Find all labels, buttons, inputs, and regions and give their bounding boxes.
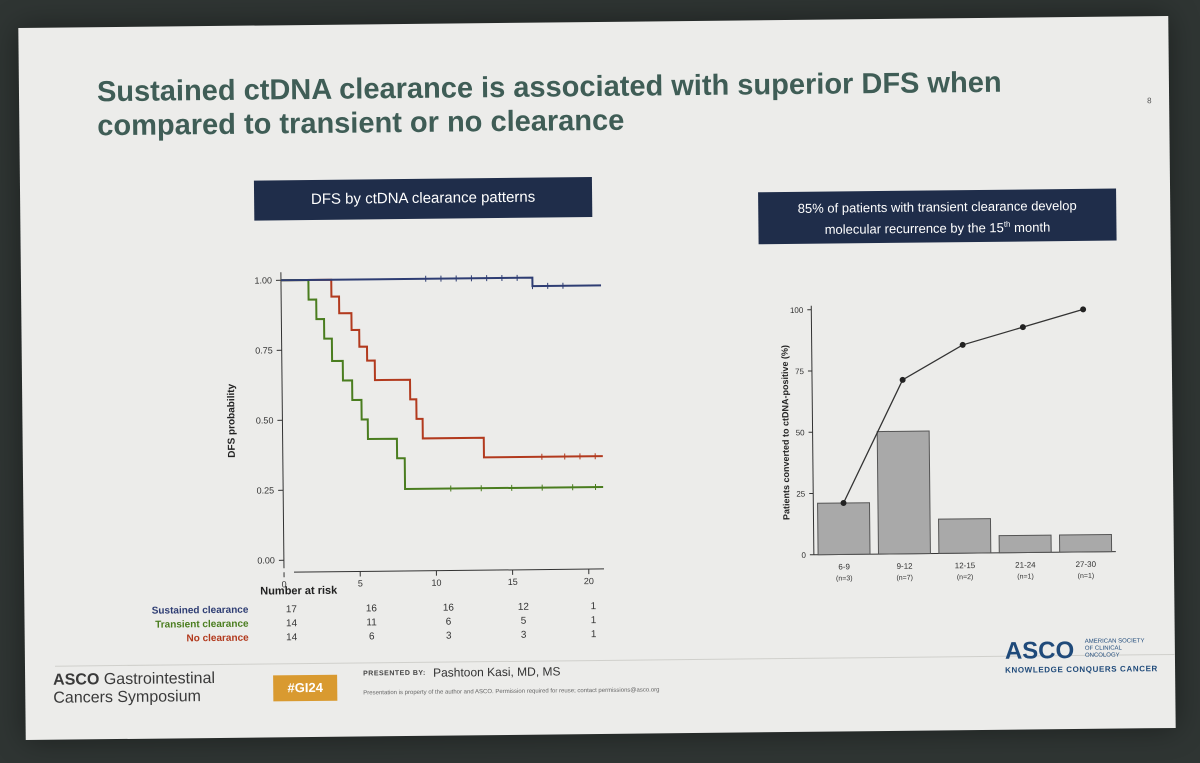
km-chart-banner: DFS by ctDNA clearance patterns [253, 177, 593, 221]
risk-value: 17 [285, 604, 298, 616]
bar-banner-line2-pre: molecular recurrence by the 15 [824, 220, 1004, 237]
bar-9-12 [876, 430, 931, 555]
cumulative-point [1080, 306, 1087, 313]
bar-category-label: 9-12 [897, 562, 914, 571]
bar-category-n: (n=7) [896, 575, 913, 582]
risk-table-title: Number at risk [260, 584, 338, 598]
km-y-tick-label: 0.25 [257, 485, 275, 495]
km-y-axis-label: DFS probability [226, 383, 238, 457]
risk-value: 16 [442, 602, 455, 614]
presenter-name: Pashtoon Kasi, MD, MS [433, 664, 561, 680]
bar-6-9 [817, 502, 871, 556]
km-line-no-clearance [280, 278, 603, 459]
bar-category-label: 12-15 [955, 561, 976, 570]
bar-category-n: (n=1) [1078, 573, 1095, 580]
risk-value: 12 [517, 601, 530, 613]
bar-y-tick-label: 50 [796, 428, 806, 437]
bar-27-30 [1058, 533, 1113, 553]
event-name: ASCO Gastrointestinal Cancers Symposium [53, 670, 215, 708]
bar-chart-banner: 85% of patients with transient clearance… [758, 188, 1117, 245]
bar-category-n: (n=2) [957, 574, 974, 581]
km-y-tick-label: 0.75 [255, 345, 273, 355]
km-x-tick-label: 20 [584, 576, 594, 586]
risk-value: 6 [368, 631, 375, 643]
bar-x-axis-label: Month intervals from surgery [903, 587, 1028, 591]
slide: Sustained ctDNA clearance is associated … [18, 15, 1176, 741]
risk-value: 3 [445, 630, 452, 642]
risk-row-label: No clearance [186, 632, 249, 645]
risk-table: Sustained clearance 17 16 16 12 1 Transient cl… [18, 16, 1168, 644]
bar-y-axis-label: Patients converted to ctDNA-positive (%) [780, 345, 792, 520]
bar-category-label: 6-9 [838, 562, 850, 571]
bar-category-n: (n=3) [836, 575, 853, 582]
km-line-sustained-clearance [280, 276, 602, 288]
km-x-axis [294, 568, 605, 573]
bar-y-tick-label: 0 [801, 551, 806, 560]
risk-value: 1 [590, 615, 597, 627]
event-line1-bold: ASCO [53, 671, 100, 689]
risk-row-label: Transient clearance [155, 618, 249, 631]
risk-value: 1 [590, 629, 597, 641]
km-line-transient-clearance [280, 279, 604, 491]
bar-y-tick-label: 100 [790, 306, 804, 315]
event-line1-rest: Gastrointestinal [99, 670, 216, 689]
km-x-tick-label: 10 [431, 578, 441, 588]
bar-y-tick-label: 25 [796, 490, 806, 499]
event-line2: Cancers Symposium [53, 688, 202, 707]
risk-value: 5 [520, 615, 527, 627]
cumulative-point [840, 499, 847, 506]
cumulative-point [959, 341, 966, 348]
bar-21-24 [998, 534, 1052, 554]
slide-number: 8 [1147, 96, 1152, 106]
disclaimer: Presentation is property of the author a… [363, 687, 660, 697]
asco-society-name: AMERICAN SOCIETY OF CLINICAL ONCOLOGY [1084, 638, 1145, 659]
bar-banner-line1: 85% of patients with transient clearance… [797, 197, 1077, 216]
km-x-tick-label: 15 [508, 577, 518, 587]
risk-row-label: Sustained clearance [151, 604, 249, 617]
hashtag-badge: #GI24 [273, 674, 338, 702]
slide-title: Sustained ctDNA clearance is associated … [96, 66, 1002, 143]
km-x-tick-label: 0 [282, 579, 287, 589]
km-chart: 0.00 0.25 0.50 0.75 1.00 0 5 10 15 20 Time (months… [226, 272, 605, 591]
km-x-axis-label: Time (months) [406, 589, 482, 591]
bar-y-tick-label: 75 [795, 367, 805, 376]
bar-y-axis [810, 305, 815, 555]
km-x-tick-label: 5 [358, 578, 363, 588]
risk-value: 14 [286, 632, 298, 644]
presented-by-label: PRESENTED BY: [363, 669, 426, 678]
risk-value: 1 [590, 601, 597, 613]
bar-12-15 [938, 518, 992, 554]
event-line1: ASCO Gastrointestinal [53, 670, 215, 690]
asco-tagline: KNOWLEDGE CONQUERS CANCER [1005, 664, 1158, 675]
bar-banner-line2-post: month [1010, 219, 1051, 235]
km-y-tick-label: 1.00 [254, 275, 272, 285]
asco-logo: ASCO [1004, 637, 1075, 665]
bar-category-label: 21-24 [1015, 560, 1036, 569]
risk-value: 3 [520, 629, 527, 641]
cumulative-point [1019, 324, 1026, 331]
bar-banner-line2: molecular recurrence by the 15th month [758, 215, 1116, 240]
risk-value: 6 [445, 616, 452, 628]
km-y-tick-label: 0.50 [256, 415, 274, 425]
bar-category-label: 27-30 [1075, 560, 1096, 569]
risk-value: 11 [366, 617, 377, 629]
risk-value: 16 [365, 603, 378, 615]
cumulative-point [899, 376, 906, 383]
bar-chart: 0 25 50 75 100 Patients converted to ctDNA-po… [780, 305, 1116, 591]
km-y-tick-label: 0.00 [257, 555, 275, 565]
risk-value: 14 [285, 618, 298, 630]
bar-category-n: (n=1) [1017, 573, 1034, 580]
